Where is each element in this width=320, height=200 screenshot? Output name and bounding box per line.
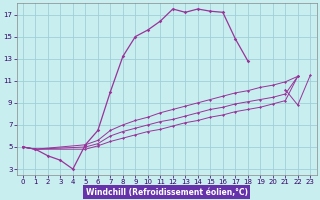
X-axis label: Windchill (Refroidissement éolien,°C): Windchill (Refroidissement éolien,°C) bbox=[85, 188, 248, 197]
